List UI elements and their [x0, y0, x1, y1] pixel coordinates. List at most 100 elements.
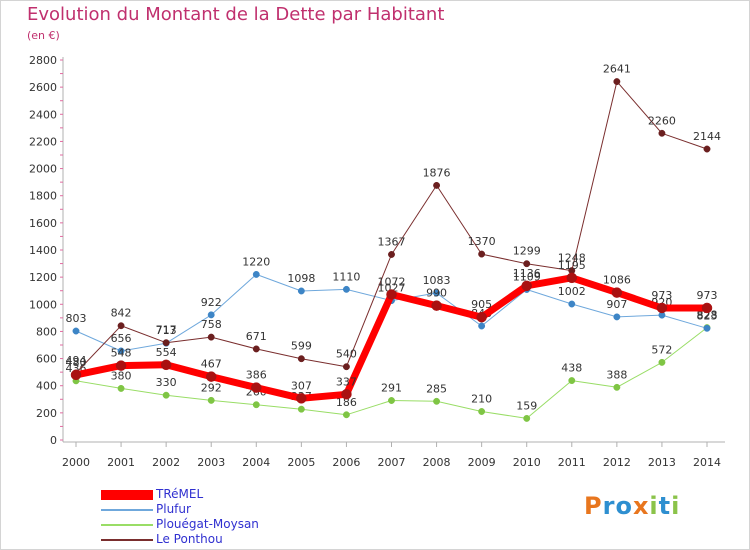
legend-item: Plufur	[101, 502, 361, 517]
data-label: 307	[291, 379, 312, 392]
legend-swatch	[101, 509, 153, 511]
data-point	[342, 285, 350, 293]
data-point	[297, 355, 305, 363]
data-label: 1299	[513, 245, 541, 258]
data-label: 159	[516, 399, 537, 412]
data-label: 1367	[378, 235, 406, 248]
data-point	[115, 360, 127, 371]
legend-swatch	[101, 524, 153, 526]
data-point	[160, 359, 172, 371]
data-label: 907	[606, 298, 627, 311]
data-point	[433, 181, 441, 189]
data-point	[117, 384, 125, 392]
data-point	[251, 382, 262, 393]
data-point	[341, 389, 352, 400]
data-point	[388, 397, 395, 404]
data-label: 2144	[693, 130, 721, 143]
legend-label: Plufur	[156, 502, 191, 516]
data-label: 905	[471, 298, 492, 311]
x-tick-label: 2009	[468, 456, 496, 469]
logo-letter: P	[584, 492, 603, 520]
chart-title: Evolution du Montant de la Dette par Hab…	[27, 4, 445, 25]
data-label: 713	[156, 324, 177, 337]
chart-legend: TRéMEL Plufur Plouégat-Moysan Le Ponthou	[101, 487, 361, 547]
data-point	[433, 289, 441, 297]
data-label: 438	[561, 362, 582, 375]
data-label: 285	[426, 382, 447, 395]
y-tick-label: 1000	[29, 298, 57, 311]
x-tick-label: 2000	[62, 456, 90, 469]
y-tick-label: 2000	[29, 163, 57, 176]
data-point	[297, 287, 305, 295]
x-tick-label: 2008	[423, 456, 451, 469]
y-tick-label: 2200	[29, 135, 57, 148]
data-label: 1220	[242, 255, 270, 268]
x-tick-label: 2001	[107, 456, 135, 469]
data-point	[658, 358, 666, 366]
data-point	[701, 302, 713, 314]
data-point	[478, 250, 486, 258]
logo-letter: t	[658, 492, 672, 520]
y-tick-label: 200	[36, 407, 57, 420]
data-point	[568, 377, 576, 385]
data-label: 1248	[558, 252, 586, 265]
data-label: 2260	[648, 114, 676, 127]
x-tick-label: 2013	[648, 456, 676, 469]
data-point	[613, 78, 621, 86]
data-label: 210	[471, 393, 492, 406]
data-label: 758	[201, 318, 222, 331]
data-point	[703, 324, 711, 332]
data-point	[162, 339, 170, 347]
data-label: 1002	[558, 285, 586, 298]
data-point	[207, 333, 215, 341]
data-point	[523, 260, 531, 268]
data-label: 1876	[423, 166, 451, 179]
data-label: 656	[111, 332, 132, 345]
y-tick-label: 800	[36, 325, 57, 338]
data-label: 803	[66, 312, 87, 325]
data-label: 1136	[513, 267, 541, 280]
y-tick-label: 600	[36, 353, 57, 366]
logo-letter: i	[649, 492, 659, 520]
data-label: 973	[651, 289, 672, 302]
x-tick-label: 2014	[693, 456, 721, 469]
y-tick-label: 2400	[29, 108, 57, 121]
x-tick-label: 2010	[513, 456, 541, 469]
data-label: 467	[201, 358, 222, 371]
data-point	[252, 401, 260, 409]
legend-label: Plouégat-Moysan	[156, 517, 259, 531]
data-point	[656, 302, 668, 314]
data-point	[342, 411, 350, 419]
data-point	[117, 322, 125, 330]
data-label: 480	[66, 356, 87, 369]
x-tick-label: 2012	[603, 456, 631, 469]
data-point	[476, 311, 487, 323]
data-label: 386	[246, 369, 267, 382]
data-label: 186	[336, 396, 357, 409]
data-label: 1086	[603, 274, 631, 287]
y-tick-label: 2800	[29, 54, 57, 67]
data-label: 292	[201, 381, 222, 394]
logo-letter: x	[632, 492, 650, 520]
data-label: 548	[111, 347, 132, 360]
data-label: 1027	[378, 282, 406, 295]
y-tick-label: 1400	[29, 244, 57, 257]
data-point	[433, 397, 441, 405]
data-point	[521, 280, 532, 292]
data-label: 1195	[558, 259, 586, 272]
data-point	[478, 408, 486, 415]
data-point	[566, 272, 578, 284]
data-label: 842	[111, 307, 132, 320]
proxiti-logo: Proxiti	[584, 492, 680, 520]
data-label: 990	[426, 287, 447, 300]
data-point	[207, 396, 215, 404]
y-tick-label: 1200	[29, 271, 57, 284]
y-tick-label: 2600	[29, 81, 57, 94]
data-label: 540	[336, 348, 357, 361]
logo-letter: i	[671, 492, 681, 520]
data-label: 572	[651, 343, 672, 356]
data-point	[205, 371, 217, 382]
data-label: 1098	[287, 272, 315, 285]
legend-item: Plouégat-Moysan	[101, 517, 361, 532]
x-tick-label: 2005	[287, 456, 315, 469]
